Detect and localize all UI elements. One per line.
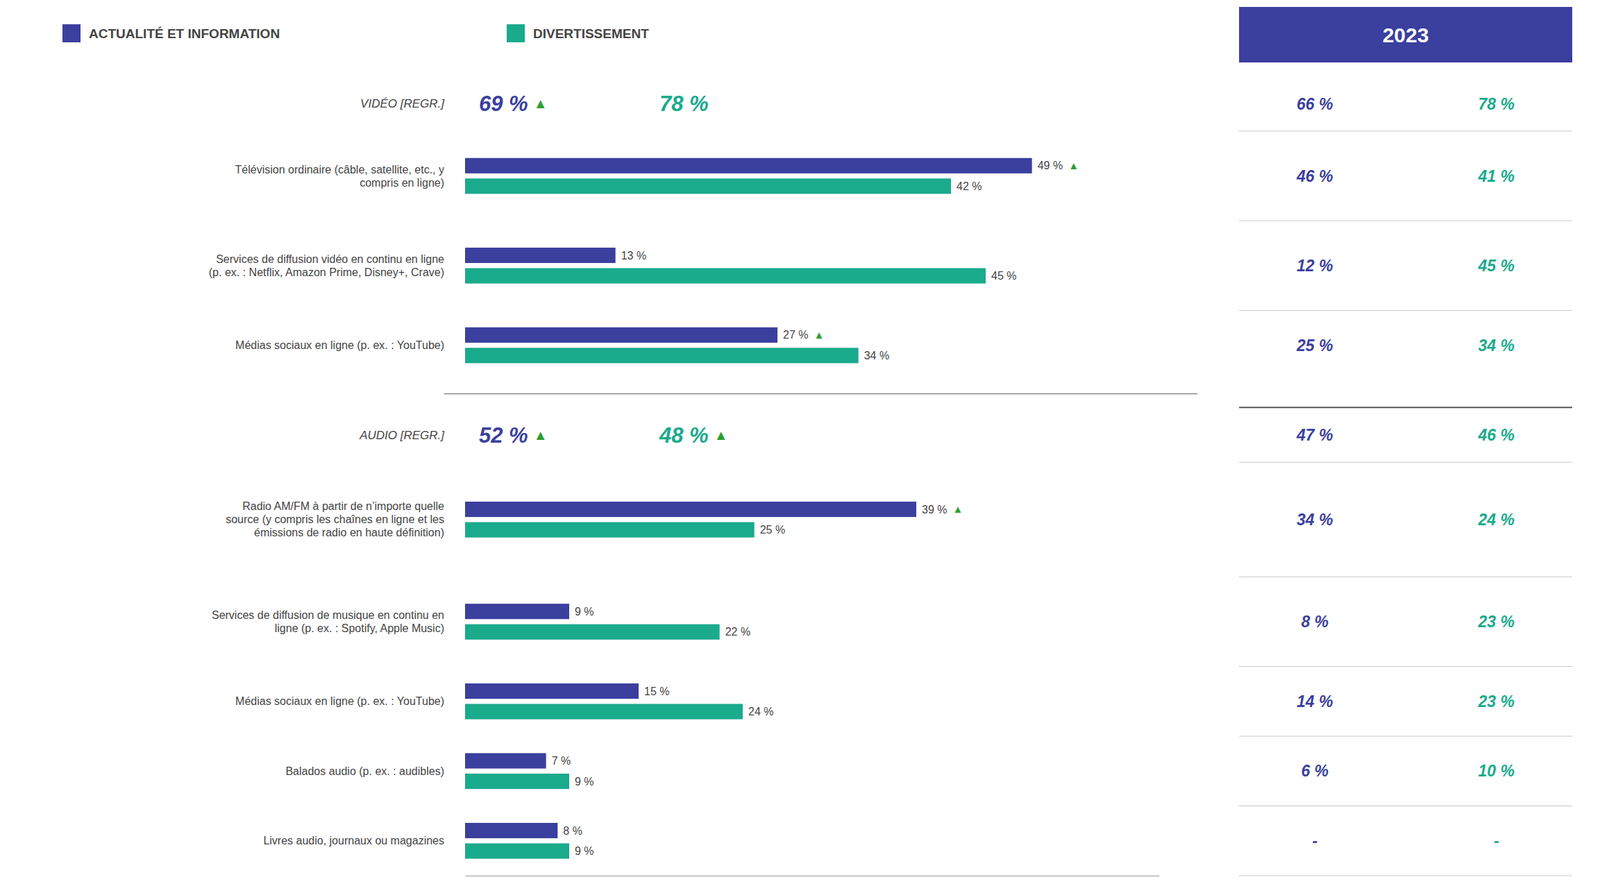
data-label: 42 % xyxy=(956,180,982,193)
table-row-line xyxy=(1239,220,1573,222)
group-value: 48 % xyxy=(658,423,709,448)
table-value: 34 % xyxy=(1478,336,1515,355)
table-value: 10 % xyxy=(1478,762,1515,781)
table-row-line xyxy=(1239,736,1573,738)
bar xyxy=(465,327,778,343)
data-label: 9 % xyxy=(574,605,595,618)
trend-arrow: ▲ xyxy=(813,329,824,341)
category-label: Services de diffusion vidéo en continu e… xyxy=(208,253,445,279)
table-row-line xyxy=(1239,805,1573,807)
table-value: 66 % xyxy=(1296,95,1333,114)
table-value: 14 % xyxy=(1296,692,1333,711)
table-row-line xyxy=(1239,876,1573,877)
table-value: - xyxy=(1493,832,1500,851)
bar xyxy=(465,683,639,700)
table-value: 45 % xyxy=(1477,256,1515,275)
category-label: Services de diffusion de musique en cont… xyxy=(211,609,445,635)
data-label: 13 % xyxy=(621,249,647,262)
bars xyxy=(465,158,1033,860)
legend-label: DIVERTISSEMENT xyxy=(533,26,650,41)
table-row-line xyxy=(1239,310,1573,311)
legend-label: ACTUALITÉ ET INFORMATION xyxy=(88,26,280,41)
table-row-line xyxy=(1239,406,1573,409)
table-value: 78 % xyxy=(1478,95,1515,114)
table-value: - xyxy=(1311,832,1318,851)
bar xyxy=(465,843,570,859)
group-label: VIDÉO [REGR.] xyxy=(360,97,445,111)
data-label: 49 % xyxy=(1037,159,1063,172)
data-label: 25 % xyxy=(760,524,786,536)
table: 2023 66 % 78 % 46 % 41 % 12 % 45 % 25 % 34 % 47 %… xyxy=(1239,6,1573,877)
group-value: 78 % xyxy=(659,91,709,116)
table-value: 34 % xyxy=(1296,510,1333,529)
bar xyxy=(465,158,1033,174)
bar xyxy=(465,823,558,839)
bar xyxy=(465,178,951,194)
legend-item: ACTUALITÉ ET INFORMATION xyxy=(62,24,280,43)
trend-arrow: ▲ xyxy=(533,95,548,112)
data-label: 7 % xyxy=(551,755,572,768)
category-label: Balados audio (p. ex. : audibles) xyxy=(285,765,445,778)
table-value: 6 % xyxy=(1300,762,1329,781)
legend: ACTUALITÉ ET INFORMATION DIVERTISSEMENT xyxy=(62,24,650,43)
bar xyxy=(465,267,986,284)
data-label: 45 % xyxy=(991,270,1017,282)
group-label: AUDIO [REGR.] xyxy=(358,428,445,443)
data-label: 24 % xyxy=(748,705,774,718)
group-separator xyxy=(444,393,1198,395)
bar xyxy=(465,603,570,620)
trend-arrow: ▲ xyxy=(952,503,963,516)
bar xyxy=(465,753,547,769)
group-value: 52 % xyxy=(478,423,529,448)
legend-swatch xyxy=(506,24,525,43)
table-row-line xyxy=(1239,462,1573,463)
legend-item: DIVERTISSEMENT xyxy=(506,24,650,43)
bar xyxy=(465,521,755,538)
table-value: 25 % xyxy=(1295,336,1333,355)
texts: VIDÉO [REGR.]69 %▲78 %Télévision ordinai… xyxy=(208,91,1079,858)
table-value: 46 % xyxy=(1295,167,1333,186)
category-label: Télévision ordinaire (câble, satellite, … xyxy=(235,163,445,189)
table-header-box xyxy=(1239,6,1573,63)
table-title: 2023 xyxy=(1382,23,1430,47)
bar xyxy=(465,501,917,518)
category-label: Radio AM/FM à partir de n’importe quelle… xyxy=(225,500,445,539)
data-label: 8 % xyxy=(562,825,583,838)
legend-swatch xyxy=(62,24,81,43)
table-value: 12 % xyxy=(1296,256,1333,275)
trend-arrow: ▲ xyxy=(714,427,729,443)
category-label: Médias sociaux en ligne (p. ex. : YouTub… xyxy=(235,339,445,352)
table-value: 23 % xyxy=(1477,612,1515,631)
data-label: 15 % xyxy=(644,685,670,698)
trend-arrow: ▲ xyxy=(533,427,548,443)
table-value: 8 % xyxy=(1300,612,1329,631)
table-row-line xyxy=(1239,576,1573,578)
category-label: Médias sociaux en ligne (p. ex. : YouTub… xyxy=(235,695,445,708)
data-label: 22 % xyxy=(725,626,751,638)
data-label: 9 % xyxy=(574,776,595,788)
trend-arrow: ▲ xyxy=(1068,159,1079,172)
x-axis xyxy=(465,876,1160,877)
x-axis-line xyxy=(465,876,1160,877)
table-row-line xyxy=(1239,130,1573,132)
bar xyxy=(465,347,859,364)
category-label: Livres audio, journaux ou magazines xyxy=(263,835,445,847)
table-value: 46 % xyxy=(1477,426,1515,445)
table-row-line xyxy=(1239,666,1573,668)
group-value: 69 % xyxy=(478,91,529,116)
table-value: 47 % xyxy=(1295,426,1333,445)
data-label: 39 % xyxy=(921,503,947,516)
table-value: 24 % xyxy=(1477,510,1515,529)
table-value: 41 % xyxy=(1477,167,1515,186)
bar xyxy=(465,703,743,720)
bar xyxy=(465,624,720,640)
data-label: 27 % xyxy=(782,329,808,341)
chart: ACTUALITÉ ET INFORMATION DIVERTISSEMENT VI… xyxy=(0,0,1600,893)
data-label: 34 % xyxy=(864,349,890,362)
table-value: 23 % xyxy=(1477,692,1515,711)
bar xyxy=(465,247,616,264)
data-label: 9 % xyxy=(574,845,595,858)
bar xyxy=(465,773,570,790)
